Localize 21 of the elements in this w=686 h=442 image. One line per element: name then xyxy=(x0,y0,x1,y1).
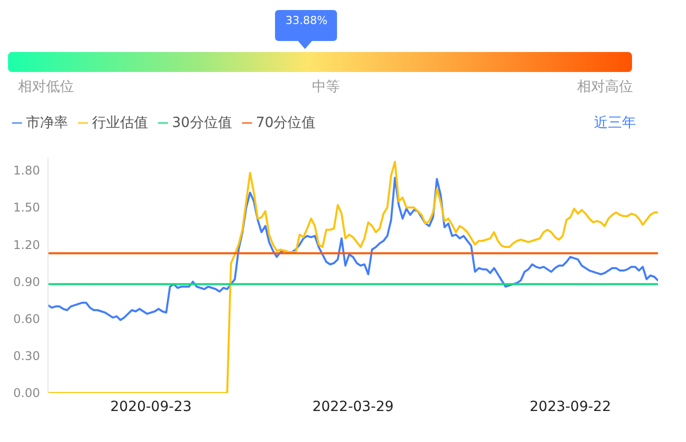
y-tick-label: 0.60 xyxy=(13,312,40,326)
text: 相对低位 xyxy=(18,79,75,95)
y-tick-label: 1.50 xyxy=(13,200,40,215)
text: 相对高位 xyxy=(576,79,633,95)
line-series xyxy=(48,160,658,393)
text: 近三年 xyxy=(593,115,636,131)
x-tick-label: 2020-09-23 xyxy=(110,398,192,415)
legend-label: 行业估值 xyxy=(92,115,148,131)
y-tick-label: 1.20 xyxy=(13,238,40,252)
y-tick-label: 1.80 xyxy=(13,164,40,178)
x-tick-label: 2023-09-22 xyxy=(530,398,611,415)
x-tick-label: 2022-03-29 xyxy=(312,398,394,415)
legend-label: 30分位值 xyxy=(172,115,232,131)
y-tick-label: 0.00 xyxy=(13,386,40,400)
y-tick-label: 0.30 xyxy=(13,349,40,364)
line-series xyxy=(48,176,658,322)
text: 中等 xyxy=(311,79,341,95)
text: 33.88% xyxy=(284,13,328,29)
legend-label: 市净率 xyxy=(26,115,68,131)
legend-label: 70分位值 xyxy=(256,115,316,131)
y-tick-label: 0.90 xyxy=(13,274,40,289)
